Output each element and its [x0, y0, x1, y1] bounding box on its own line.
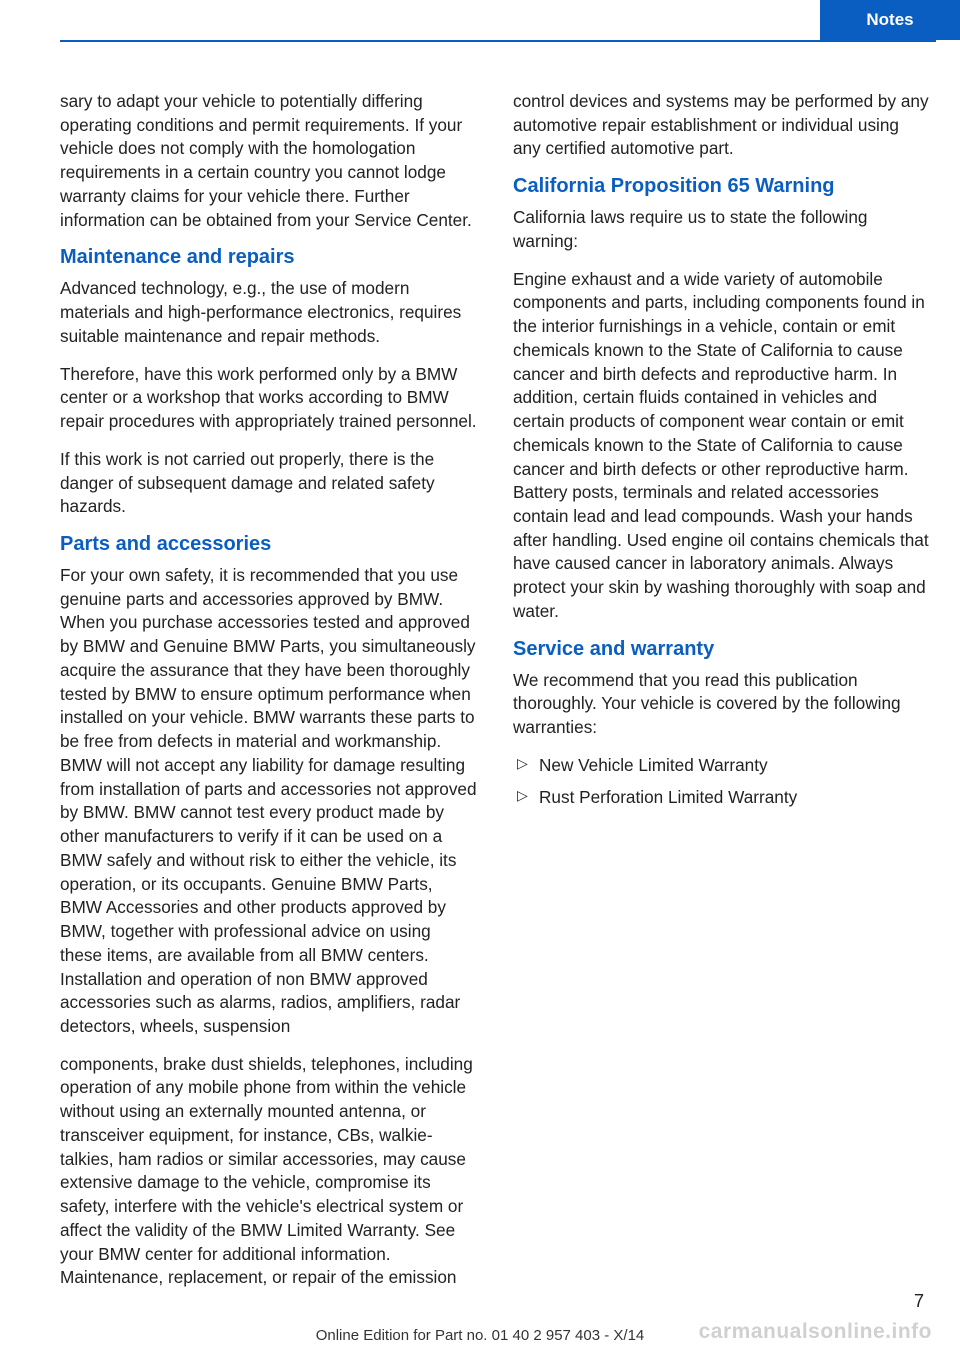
maintenance-p2: Therefore, have this work performed only…: [60, 363, 477, 434]
heading-california: California Proposition 65 Warning: [513, 175, 930, 198]
header-tab-notes: Notes: [820, 0, 960, 40]
header-rule: [60, 40, 936, 42]
maintenance-p1: Advanced technology, e.g., the use of mo…: [60, 277, 477, 348]
maintenance-p3: If this work is not carried out properly…: [60, 448, 477, 519]
california-p1: California laws require us to state the …: [513, 206, 930, 253]
list-item: New Vehicle Limited Warranty: [513, 754, 930, 778]
list-item: Rust Perforation Limited Warranty: [513, 786, 930, 810]
page-header: Notes: [0, 0, 960, 48]
heading-maintenance: Maintenance and repairs: [60, 246, 477, 269]
page-number: 7: [914, 1291, 924, 1312]
page-content: sary to adapt your vehicle to potentiall…: [60, 90, 930, 1302]
parts-p1: For your own safety, it is recommended t…: [60, 564, 477, 1039]
watermark-text: carmanualsonline.info: [699, 1320, 932, 1344]
service-p1: We recommend that you read this publicat…: [513, 669, 930, 740]
heading-service: Service and warranty: [513, 638, 930, 661]
warranty-list: New Vehicle Limited Warranty Rust Perfor…: [513, 754, 930, 809]
heading-parts: Parts and accessories: [60, 533, 477, 556]
intro-continuation-text: sary to adapt your vehicle to potentiall…: [60, 90, 477, 232]
california-p2: Engine exhaust and a wide variety of aut…: [513, 268, 930, 624]
